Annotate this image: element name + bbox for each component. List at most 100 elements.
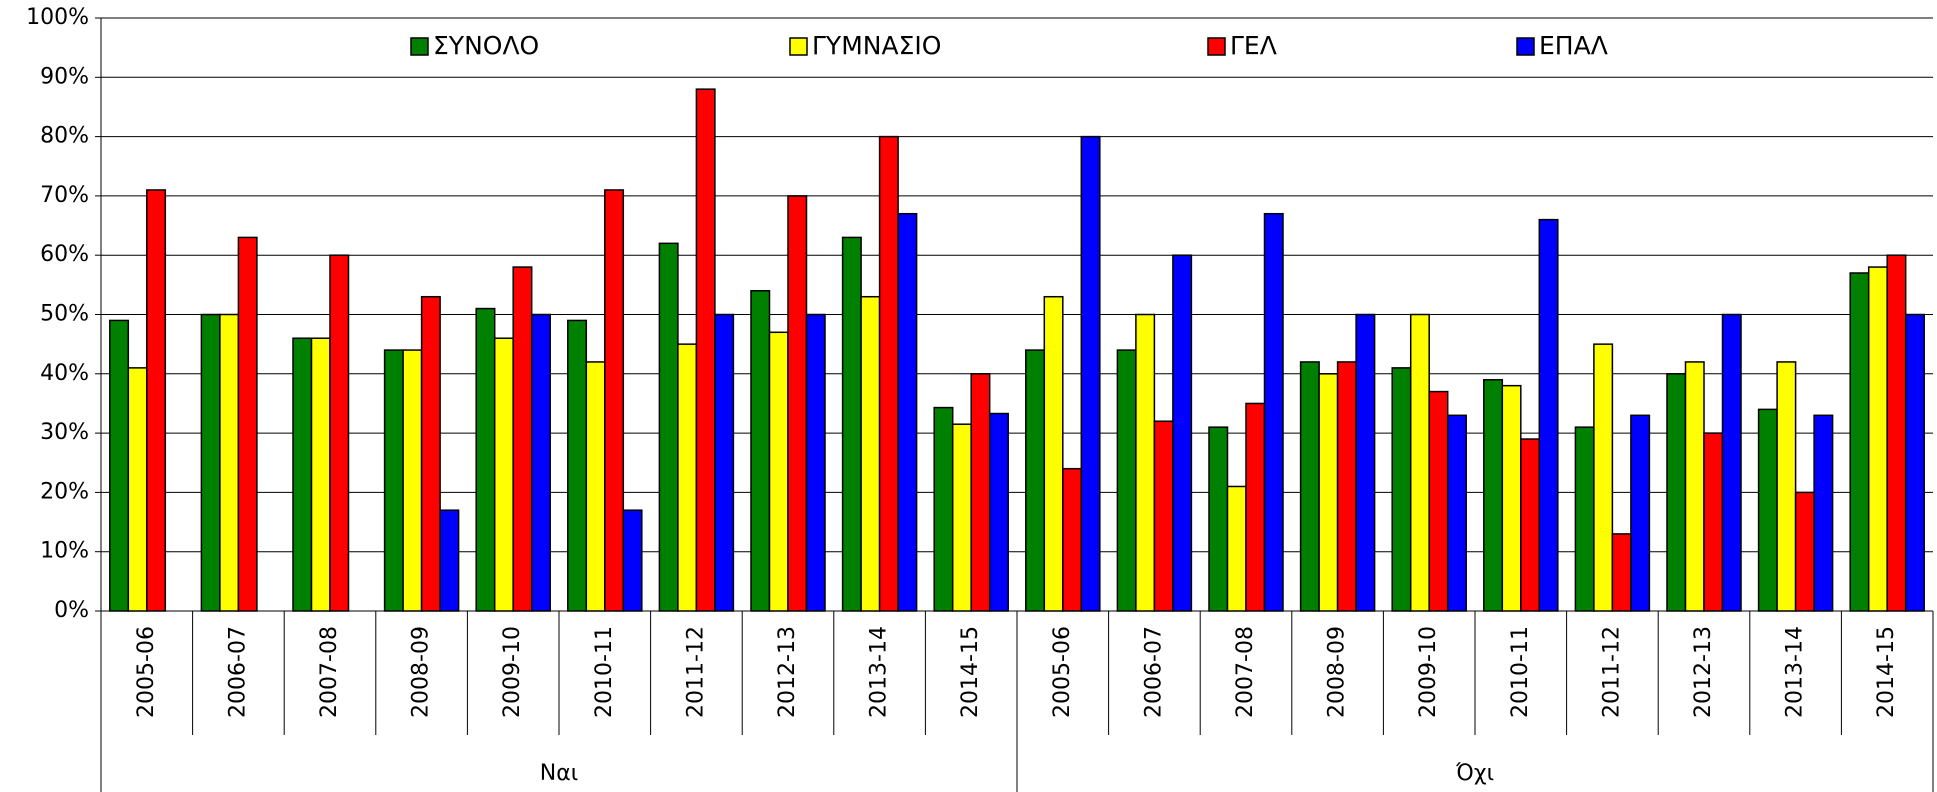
- bar: [402, 349, 423, 612]
- bar: [750, 290, 771, 612]
- bar: [1299, 361, 1320, 612]
- legend-swatch: [410, 37, 429, 56]
- y-tick-label: 10%: [40, 539, 89, 564]
- bar: [787, 195, 808, 612]
- bar: [1226, 485, 1247, 612]
- x-tick-label: 2006-07: [225, 626, 250, 718]
- bar: [1501, 384, 1522, 612]
- bar: [1336, 361, 1357, 612]
- y-tick-label: 80%: [40, 124, 89, 149]
- bar: [383, 349, 404, 612]
- bar: [1538, 218, 1559, 612]
- x-tick-label: 2014-15: [958, 626, 983, 718]
- bar: [530, 313, 551, 612]
- y-tick-label: 90%: [40, 64, 89, 89]
- bar: [1666, 373, 1687, 612]
- x-tick-label: 2007-08: [317, 626, 342, 718]
- bar: [695, 88, 716, 612]
- y-tick-label: 40%: [40, 361, 89, 386]
- y-tick-label: 30%: [40, 420, 89, 445]
- bar: [1904, 313, 1925, 612]
- bar: [658, 242, 679, 612]
- bar: [1483, 378, 1504, 612]
- bar: [1116, 349, 1137, 612]
- bar: [1703, 432, 1724, 612]
- bar: [420, 295, 441, 612]
- bar: [988, 412, 1009, 612]
- x-tick-label: 2011-12: [1599, 626, 1624, 718]
- bar: [237, 236, 258, 612]
- bar: [1025, 349, 1046, 612]
- bar: [860, 295, 881, 612]
- x-tick-label: 2010-11: [1508, 626, 1533, 718]
- x-tick-label: 2011-12: [683, 626, 708, 718]
- bar: [1574, 426, 1595, 612]
- bar: [475, 307, 496, 612]
- x-tick-label: 2006-07: [1141, 626, 1166, 718]
- x-tick-label: 2010-11: [592, 626, 617, 718]
- bar: [146, 189, 167, 612]
- bar: [1721, 313, 1742, 612]
- bar: [493, 337, 514, 612]
- bar: [292, 337, 313, 612]
- y-tick-label: 100%: [26, 5, 89, 30]
- bar: [567, 319, 588, 612]
- bar: [1611, 533, 1632, 612]
- bar: [109, 319, 130, 612]
- bar: [1849, 272, 1870, 612]
- bar: [1135, 313, 1156, 612]
- y-tick-label: 50%: [40, 302, 89, 327]
- bar: [1355, 313, 1376, 612]
- y-tick-label: 0%: [54, 598, 89, 623]
- bar: [1043, 295, 1064, 612]
- bar: [585, 361, 606, 612]
- x-tick-label: 2005-06: [134, 626, 159, 718]
- x-tick-label: 2012-13: [775, 626, 800, 718]
- x-tick-label: 2007-08: [1233, 626, 1258, 718]
- bar: [1391, 367, 1412, 612]
- bar: [1867, 266, 1888, 612]
- x-tick-label: 2005-06: [1050, 626, 1075, 718]
- bar: [951, 423, 972, 612]
- legend-label: ΕΠΑΛ: [1539, 31, 1608, 60]
- x-tick-label: 2013-14: [867, 626, 892, 718]
- legend-swatch: [789, 37, 808, 56]
- bar: [622, 509, 643, 612]
- legend-swatch: [1516, 37, 1535, 56]
- bar: [1593, 343, 1614, 612]
- bar: [1630, 414, 1651, 612]
- bar: [1208, 426, 1229, 612]
- bar: [329, 254, 350, 612]
- bar: [512, 266, 533, 612]
- bar: [841, 236, 862, 612]
- bar: [933, 406, 954, 612]
- bar: [897, 212, 918, 612]
- bar: [768, 331, 789, 612]
- bar: [714, 313, 735, 612]
- group-label: Ναι: [540, 761, 578, 786]
- x-tick-label: 2009-10: [500, 626, 525, 718]
- bar: [604, 189, 625, 612]
- bar: [1794, 491, 1815, 612]
- bar: [1520, 438, 1541, 612]
- bar: [1245, 402, 1266, 612]
- x-tick-label: 2012-13: [1691, 626, 1716, 718]
- legend-label: ΓΕΛ: [1230, 31, 1277, 60]
- bar: [310, 337, 331, 612]
- bar: [1776, 361, 1797, 612]
- bar: [1446, 414, 1467, 612]
- x-tick-label: 2013-14: [1783, 626, 1808, 718]
- legend-swatch: [1207, 37, 1226, 56]
- bar: [677, 343, 698, 612]
- bar: [127, 367, 148, 612]
- x-tick-label: 2008-09: [409, 626, 434, 718]
- bar: [1684, 361, 1705, 612]
- y-tick-label: 70%: [40, 183, 89, 208]
- bar: [805, 313, 826, 612]
- bar: [1062, 467, 1083, 612]
- bar: [1886, 254, 1907, 612]
- bar: [1172, 254, 1193, 612]
- bar: [200, 313, 221, 612]
- legend-label: ΣΥΝΟΛΟ: [433, 31, 539, 60]
